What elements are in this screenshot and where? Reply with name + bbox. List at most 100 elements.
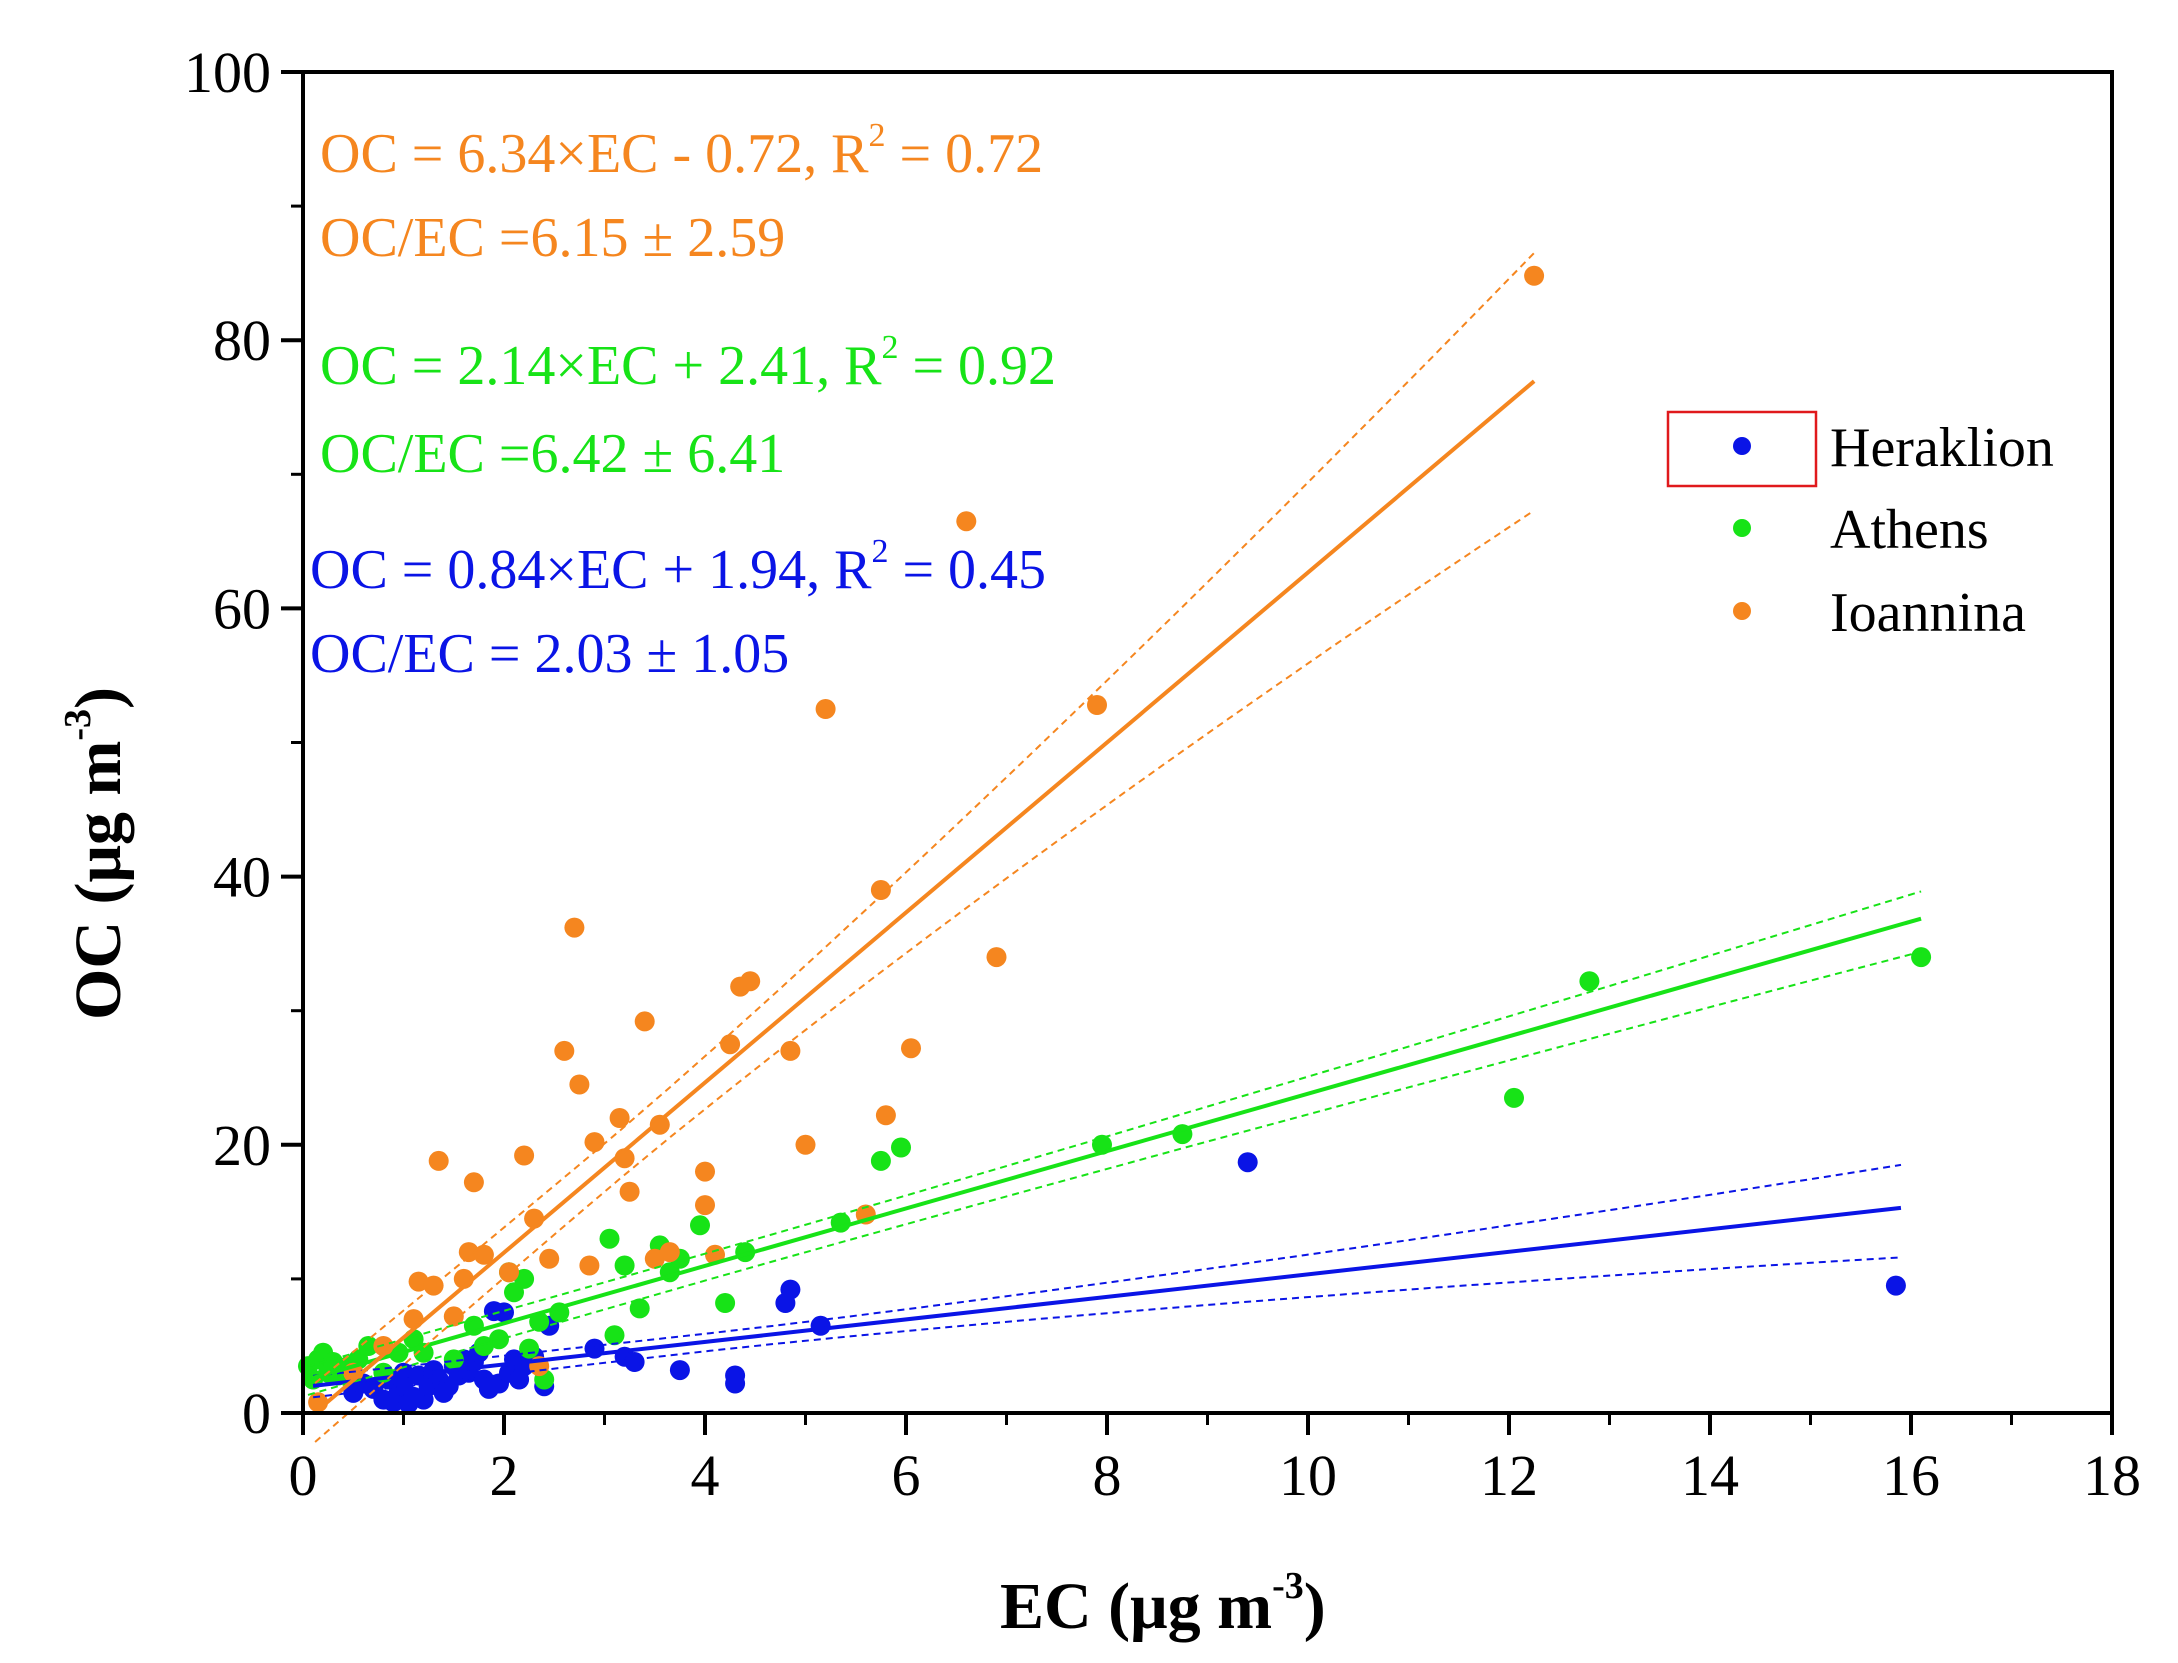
point-ioannina-20 [579, 1255, 600, 1276]
ioannina-fit-equation: OC = 6.34×EC - 0.72, R2 = 0.72 [320, 117, 1043, 185]
ioannina-ratio: OC/EC =6.15 ± 2.59 [320, 207, 785, 269]
point-heraklion-46 [1885, 1275, 1906, 1296]
point-ioannina-44 [1087, 695, 1107, 715]
y-axis-title: OC (μg m-3) [57, 687, 135, 1020]
point-ioannina-5 [423, 1275, 444, 1296]
point-athens-21 [519, 1338, 540, 1359]
point-heraklion-39 [669, 1360, 690, 1381]
x-tick-label-4: 4 [691, 1443, 720, 1508]
point-ioannina-16 [539, 1248, 560, 1269]
y-tick-label-0: 0 [242, 1381, 271, 1446]
point-athens-32 [690, 1215, 710, 1236]
point-ioannina-36 [795, 1134, 816, 1155]
x-tick-label-10: 10 [1279, 1443, 1337, 1508]
point-heraklion-43 [780, 1279, 801, 1300]
point-ioannina-39 [870, 880, 891, 900]
point-heraklion-45 [1237, 1152, 1258, 1173]
x-tick-label-16: 16 [1882, 1443, 1940, 1508]
fit-line-heraklion [312, 1205, 1902, 1388]
point-ioannina-11 [473, 1244, 494, 1265]
legend-label-athens: Athens [1830, 499, 1989, 561]
point-ioannina-12 [499, 1262, 519, 1283]
point-ioannina-13 [514, 1145, 535, 1166]
x-axis: 0 2 4 6 8 10 12 14 16 18 [289, 1413, 2141, 1508]
y-tick-label-40: 40 [213, 845, 271, 910]
point-ioannina-35 [780, 1040, 801, 1061]
ci-upper-heraklion [312, 1163, 1902, 1377]
point-athens-37 [891, 1137, 911, 1158]
x-tick-label-8: 8 [1093, 1443, 1122, 1508]
series-athens-fit [307, 890, 1922, 1396]
point-ioannina-27 [649, 1114, 670, 1135]
point-ioannina-45 [1524, 265, 1545, 286]
x-tick-label-2: 2 [490, 1443, 519, 1508]
point-athens-41 [1579, 971, 1600, 992]
point-athens-36 [870, 1150, 891, 1171]
heraklion-ratio: OC/EC = 2.03 ± 1.05 [310, 623, 789, 685]
y-tick-label-20: 20 [213, 1113, 271, 1178]
point-ioannina-10 [463, 1172, 484, 1193]
point-athens-16 [473, 1336, 494, 1356]
x-tick-label-12: 12 [1480, 1443, 1538, 1508]
point-ioannina-28 [659, 1242, 680, 1263]
point-ioannina-40 [875, 1105, 896, 1126]
ci-upper-ioannina [314, 252, 1535, 1384]
point-ioannina-32 [720, 1034, 741, 1055]
athens-ratio: OC/EC =6.42 ± 6.41 [320, 423, 785, 485]
point-heraklion-38 [624, 1352, 645, 1372]
point-ioannina-19 [569, 1074, 590, 1095]
ci-lower-ioannina [314, 509, 1535, 1443]
x-axis-title: EC (μg m-3) [1000, 1565, 1326, 1643]
ci-upper-athens [307, 890, 1922, 1368]
x-tick-label-0: 0 [289, 1443, 318, 1508]
plot-frame [301, 70, 2114, 1415]
legend-marker-athens [1733, 519, 1751, 537]
point-ioannina-34 [740, 971, 761, 992]
point-ioannina-37 [815, 699, 836, 719]
point-ioannina-24 [619, 1181, 640, 1202]
point-athens-42 [1911, 947, 1932, 968]
point-athens-26 [604, 1325, 625, 1346]
point-ioannina-9 [458, 1242, 479, 1263]
point-ioannina-42 [956, 511, 977, 532]
point-ioannina-41 [901, 1038, 921, 1059]
point-ioannina-21 [584, 1132, 605, 1153]
fit-line-athens [307, 916, 1922, 1382]
point-ioannina-30 [695, 1161, 715, 1182]
ci-lower-heraklion [312, 1256, 1902, 1399]
point-ioannina-6 [428, 1150, 449, 1171]
y-tick-label-60: 60 [213, 576, 271, 641]
series-ioannina-fit [313, 252, 1536, 1443]
point-athens-40 [1504, 1087, 1524, 1108]
x-tick-label-6: 6 [892, 1443, 921, 1508]
point-heraklion-41 [725, 1373, 746, 1394]
series-heraklion-fit [312, 1163, 1902, 1399]
ci-lower-athens [307, 950, 1922, 1396]
plot-area: 0 2 4 6 8 10 12 14 16 18 0 20 40 60 80 100 [184, 40, 2141, 1508]
x-tick-label-14: 14 [1681, 1443, 1739, 1508]
point-ioannina-43 [986, 947, 1007, 968]
legend-highlight-box [1666, 410, 1818, 488]
y-tick-label-100: 100 [184, 40, 271, 105]
legend-marker-ioannina [1733, 602, 1751, 620]
legend-marker-heraklion [1733, 437, 1751, 455]
point-athens-33 [715, 1293, 736, 1313]
point-ioannina-3 [403, 1309, 424, 1330]
point-ioannina-29 [695, 1195, 715, 1216]
point-ioannina-22 [609, 1108, 630, 1128]
point-ioannina-26 [644, 1248, 665, 1269]
y-tick-label-80: 80 [213, 308, 271, 373]
point-athens-28 [629, 1298, 650, 1319]
fit-line-ioannina [313, 379, 1536, 1414]
athens-fit-equation: OC = 2.14×EC + 2.41, R2 = 0.92 [320, 329, 1056, 397]
point-heraklion-28 [494, 1302, 514, 1323]
y-axis: 0 20 40 60 80 100 [184, 40, 303, 1446]
annotations: OC = 6.34×EC - 0.72, R2 = 0.72 OC/EC =6.… [310, 117, 1056, 685]
legend-label-heraklion: Heraklion [1830, 417, 2054, 479]
legend-label-ioannina: Ioannina [1830, 582, 2026, 644]
point-athens-9 [358, 1336, 379, 1356]
point-ioannina-18 [564, 917, 585, 938]
point-ioannina-7 [443, 1306, 464, 1327]
legend: Heraklion Athens Ioannina [1666, 410, 2054, 644]
